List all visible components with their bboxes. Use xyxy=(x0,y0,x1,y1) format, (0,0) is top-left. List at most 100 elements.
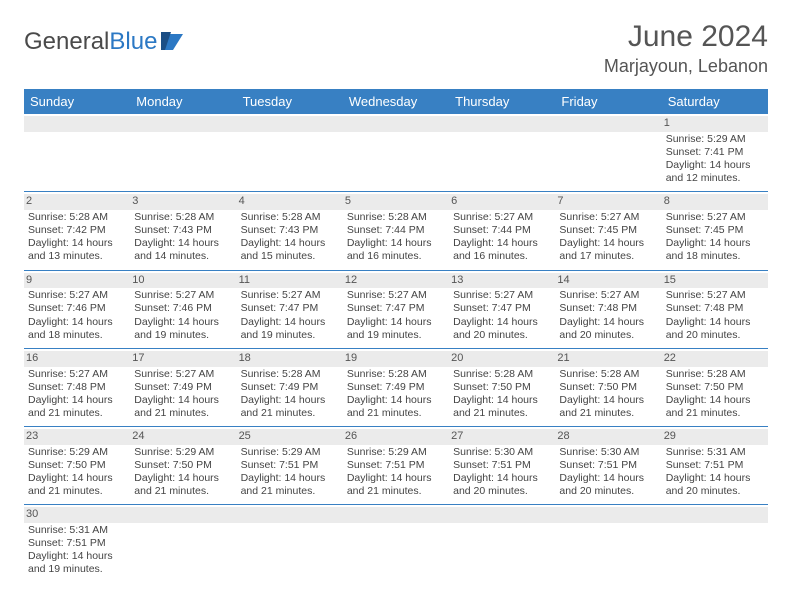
logo-text-1: General xyxy=(24,28,109,56)
day-info: Sunrise: 5:27 AMSunset: 7:47 PMDaylight:… xyxy=(453,289,551,342)
day-cell: 6Sunrise: 5:27 AMSunset: 7:44 PMDaylight… xyxy=(449,192,555,270)
day-number: 5 xyxy=(343,194,449,210)
day-cell: 4Sunrise: 5:28 AMSunset: 7:43 PMDaylight… xyxy=(237,192,343,270)
day-cell: 8Sunrise: 5:27 AMSunset: 7:45 PMDaylight… xyxy=(662,192,768,270)
day-info: Sunrise: 5:29 AMSunset: 7:51 PMDaylight:… xyxy=(241,446,339,499)
day-cell: 28Sunrise: 5:30 AMSunset: 7:51 PMDayligh… xyxy=(555,427,661,505)
day-cell: 24Sunrise: 5:29 AMSunset: 7:50 PMDayligh… xyxy=(130,427,236,505)
day-number xyxy=(130,507,236,523)
logo: GeneralBlue xyxy=(24,20,189,56)
day-number: 4 xyxy=(237,194,343,210)
day-info: Sunrise: 5:28 AMSunset: 7:43 PMDaylight:… xyxy=(134,211,232,264)
day-number: 23 xyxy=(24,429,130,445)
day-number xyxy=(237,507,343,523)
day-number: 20 xyxy=(449,351,555,367)
day-info: Sunrise: 5:28 AMSunset: 7:43 PMDaylight:… xyxy=(241,211,339,264)
day-info: Sunrise: 5:28 AMSunset: 7:49 PMDaylight:… xyxy=(241,368,339,421)
day-cell: 15Sunrise: 5:27 AMSunset: 7:48 PMDayligh… xyxy=(662,270,768,348)
col-header: Tuesday xyxy=(237,89,343,114)
day-number: 18 xyxy=(237,351,343,367)
day-number: 28 xyxy=(555,429,661,445)
day-number: 6 xyxy=(449,194,555,210)
day-number: 19 xyxy=(343,351,449,367)
day-cell: 23Sunrise: 5:29 AMSunset: 7:50 PMDayligh… xyxy=(24,427,130,505)
day-cell xyxy=(237,505,343,583)
day-info: Sunrise: 5:31 AMSunset: 7:51 PMDaylight:… xyxy=(28,524,126,577)
day-number xyxy=(449,116,555,132)
day-cell: 2Sunrise: 5:28 AMSunset: 7:42 PMDaylight… xyxy=(24,192,130,270)
day-info: Sunrise: 5:28 AMSunset: 7:42 PMDaylight:… xyxy=(28,211,126,264)
day-number: 12 xyxy=(343,273,449,289)
day-cell: 14Sunrise: 5:27 AMSunset: 7:48 PMDayligh… xyxy=(555,270,661,348)
day-cell: 27Sunrise: 5:30 AMSunset: 7:51 PMDayligh… xyxy=(449,427,555,505)
calendar-body: 1Sunrise: 5:29 AMSunset: 7:41 PMDaylight… xyxy=(24,114,768,583)
day-cell: 3Sunrise: 5:28 AMSunset: 7:43 PMDaylight… xyxy=(130,192,236,270)
day-info: Sunrise: 5:29 AMSunset: 7:50 PMDaylight:… xyxy=(134,446,232,499)
day-info: Sunrise: 5:27 AMSunset: 7:48 PMDaylight:… xyxy=(28,368,126,421)
day-number: 15 xyxy=(662,273,768,289)
day-info: Sunrise: 5:28 AMSunset: 7:50 PMDaylight:… xyxy=(666,368,764,421)
col-header: Wednesday xyxy=(343,89,449,114)
day-cell: 5Sunrise: 5:28 AMSunset: 7:44 PMDaylight… xyxy=(343,192,449,270)
day-info: Sunrise: 5:27 AMSunset: 7:48 PMDaylight:… xyxy=(559,289,657,342)
calendar-table: SundayMondayTuesdayWednesdayThursdayFrid… xyxy=(24,89,768,583)
day-info: Sunrise: 5:27 AMSunset: 7:45 PMDaylight:… xyxy=(666,211,764,264)
day-cell: 22Sunrise: 5:28 AMSunset: 7:50 PMDayligh… xyxy=(662,348,768,426)
day-number xyxy=(449,507,555,523)
day-cell: 19Sunrise: 5:28 AMSunset: 7:49 PMDayligh… xyxy=(343,348,449,426)
day-info: Sunrise: 5:30 AMSunset: 7:51 PMDaylight:… xyxy=(559,446,657,499)
day-cell: 29Sunrise: 5:31 AMSunset: 7:51 PMDayligh… xyxy=(662,427,768,505)
day-number: 11 xyxy=(237,273,343,289)
day-cell xyxy=(449,505,555,583)
day-cell xyxy=(555,114,661,192)
month-title: June 2024 xyxy=(604,20,768,54)
day-number xyxy=(24,116,130,132)
day-cell: 1Sunrise: 5:29 AMSunset: 7:41 PMDaylight… xyxy=(662,114,768,192)
day-info: Sunrise: 5:27 AMSunset: 7:48 PMDaylight:… xyxy=(666,289,764,342)
day-cell xyxy=(555,505,661,583)
day-number: 17 xyxy=(130,351,236,367)
col-header: Saturday xyxy=(662,89,768,114)
day-cell xyxy=(130,114,236,192)
day-number: 27 xyxy=(449,429,555,445)
day-cell: 9Sunrise: 5:27 AMSunset: 7:46 PMDaylight… xyxy=(24,270,130,348)
day-cell: 10Sunrise: 5:27 AMSunset: 7:46 PMDayligh… xyxy=(130,270,236,348)
day-info: Sunrise: 5:31 AMSunset: 7:51 PMDaylight:… xyxy=(666,446,764,499)
day-cell xyxy=(662,505,768,583)
day-cell: 16Sunrise: 5:27 AMSunset: 7:48 PMDayligh… xyxy=(24,348,130,426)
title-block: June 2024 Marjayoun, Lebanon xyxy=(604,20,768,77)
day-info: Sunrise: 5:29 AMSunset: 7:50 PMDaylight:… xyxy=(28,446,126,499)
day-cell: 26Sunrise: 5:29 AMSunset: 7:51 PMDayligh… xyxy=(343,427,449,505)
col-header: Sunday xyxy=(24,89,130,114)
day-info: Sunrise: 5:27 AMSunset: 7:45 PMDaylight:… xyxy=(559,211,657,264)
day-number xyxy=(555,116,661,132)
day-cell xyxy=(130,505,236,583)
day-cell xyxy=(24,114,130,192)
location: Marjayoun, Lebanon xyxy=(604,56,768,77)
day-number xyxy=(555,507,661,523)
logo-text-2: Blue xyxy=(109,28,157,56)
day-info: Sunrise: 5:29 AMSunset: 7:41 PMDaylight:… xyxy=(666,133,764,186)
day-cell: 18Sunrise: 5:28 AMSunset: 7:49 PMDayligh… xyxy=(237,348,343,426)
day-info: Sunrise: 5:27 AMSunset: 7:44 PMDaylight:… xyxy=(453,211,551,264)
day-number: 24 xyxy=(130,429,236,445)
day-cell xyxy=(449,114,555,192)
day-number: 13 xyxy=(449,273,555,289)
day-info: Sunrise: 5:28 AMSunset: 7:50 PMDaylight:… xyxy=(559,368,657,421)
day-cell: 12Sunrise: 5:27 AMSunset: 7:47 PMDayligh… xyxy=(343,270,449,348)
day-number: 7 xyxy=(555,194,661,210)
day-number xyxy=(662,507,768,523)
day-number: 22 xyxy=(662,351,768,367)
day-number xyxy=(343,116,449,132)
col-header: Friday xyxy=(555,89,661,114)
page-header: GeneralBlue June 2024 Marjayoun, Lebanon xyxy=(24,20,768,77)
day-cell xyxy=(343,505,449,583)
day-number xyxy=(237,116,343,132)
day-info: Sunrise: 5:29 AMSunset: 7:51 PMDaylight:… xyxy=(347,446,445,499)
day-info: Sunrise: 5:28 AMSunset: 7:50 PMDaylight:… xyxy=(453,368,551,421)
day-info: Sunrise: 5:27 AMSunset: 7:46 PMDaylight:… xyxy=(134,289,232,342)
day-info: Sunrise: 5:27 AMSunset: 7:47 PMDaylight:… xyxy=(347,289,445,342)
logo-flag-icon xyxy=(161,32,189,52)
day-info: Sunrise: 5:28 AMSunset: 7:44 PMDaylight:… xyxy=(347,211,445,264)
day-number: 9 xyxy=(24,273,130,289)
